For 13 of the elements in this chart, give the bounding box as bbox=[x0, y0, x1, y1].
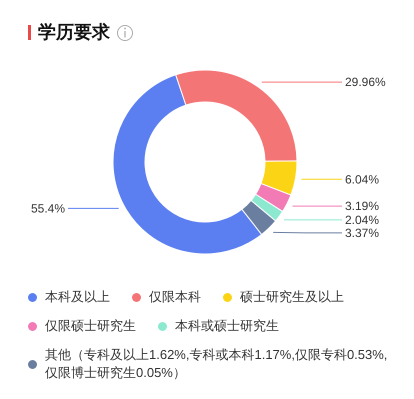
legend-label: 仅限硕士研究生 bbox=[45, 317, 136, 335]
legend-label: 其他（专科及以上1.62%,专科或本科1.17%,仅限专科0.53%,仅限博士研究生0.05%） bbox=[45, 346, 388, 382]
data-label: 6.04% bbox=[345, 172, 380, 186]
chart-title: 学历要求 bbox=[38, 21, 110, 44]
legend-label: 仅限本科 bbox=[149, 288, 201, 306]
data-label: 3.37% bbox=[345, 226, 380, 240]
legend-label: 本科或硕士研究生 bbox=[175, 317, 279, 335]
legend-label: 硕士研究生及以上 bbox=[240, 288, 344, 306]
legend-label: 本科及以上 bbox=[45, 288, 110, 306]
data-label: 3.19% bbox=[345, 199, 380, 214]
data-label: 55.4% bbox=[30, 201, 66, 216]
data-label: 29.96% bbox=[345, 75, 386, 90]
data-label: 2.04% bbox=[345, 212, 380, 227]
